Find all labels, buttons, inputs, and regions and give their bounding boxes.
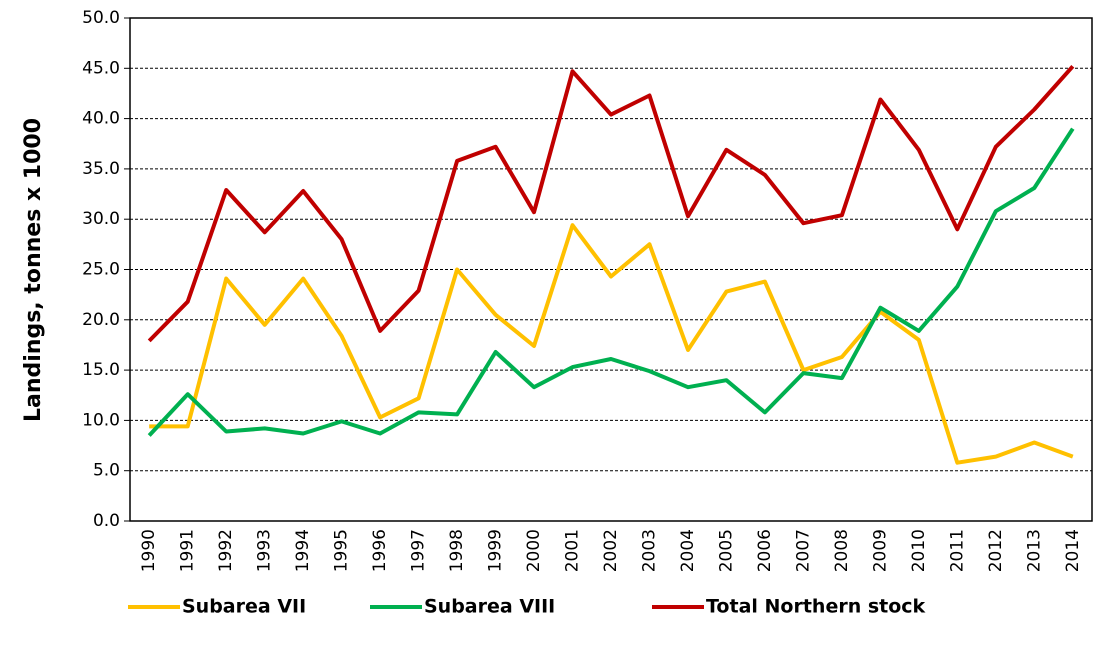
- x-tick-label: 2006: [755, 529, 775, 572]
- x-tick-label: 2010: [909, 529, 929, 572]
- x-tick-label: 2001: [563, 529, 583, 572]
- x-tick-label: 1990: [139, 529, 159, 572]
- x-tick-label: 2014: [1063, 529, 1083, 572]
- x-tick-label: 2009: [870, 529, 890, 572]
- y-tick-label: 25.0: [82, 260, 120, 280]
- y-tick-label: 15.0: [82, 360, 120, 380]
- x-tick-label: 2002: [601, 529, 621, 572]
- x-tick-label: 1999: [486, 529, 506, 572]
- series-line: [147, 64, 1075, 343]
- y-tick-label: 40.0: [82, 109, 120, 129]
- x-tick-label: 1996: [370, 529, 390, 572]
- series-line: [147, 127, 1075, 437]
- y-axis-title: Landings, tonnes x 1000: [21, 118, 46, 422]
- x-tick-label: 2004: [678, 529, 698, 572]
- x-tick-label: 1997: [409, 529, 429, 572]
- x-tick-label: 2003: [639, 529, 659, 572]
- x-tick-label: 1991: [178, 529, 198, 572]
- y-tick-label: 45.0: [82, 58, 120, 78]
- legend-label: Total Northern stock: [706, 596, 926, 618]
- x-tick-label: 1998: [447, 529, 467, 572]
- y-tick-label: 10.0: [82, 410, 120, 430]
- x-tick-label: 1993: [255, 529, 275, 572]
- x-tick-label: 2012: [986, 529, 1006, 572]
- legend-label: Subarea VIII: [424, 596, 555, 618]
- series-line: [149, 223, 1074, 465]
- x-tick-label: 1992: [216, 529, 236, 572]
- plot-frame: [129, 17, 1093, 522]
- x-tick-label: 1995: [332, 529, 352, 572]
- y-tick-label: 30.0: [82, 209, 120, 229]
- x-tick-label: 2013: [1024, 529, 1044, 572]
- x-tick-label: 2007: [793, 529, 813, 572]
- y-tick-label: 20.0: [82, 310, 120, 330]
- x-tick-label: 1994: [293, 529, 313, 572]
- x-tick-label: 2008: [832, 529, 852, 572]
- legend-label: Subarea VII: [182, 596, 306, 618]
- y-tick-label: 5.0: [93, 461, 120, 481]
- x-tick-label: 2000: [524, 529, 544, 572]
- x-tick-label: 2011: [947, 529, 967, 572]
- x-tick-label: 2005: [716, 529, 736, 572]
- y-tick-label: 35.0: [82, 159, 120, 179]
- y-tick-label: 0.0: [93, 511, 120, 531]
- y-tick-label: 50.0: [82, 8, 120, 28]
